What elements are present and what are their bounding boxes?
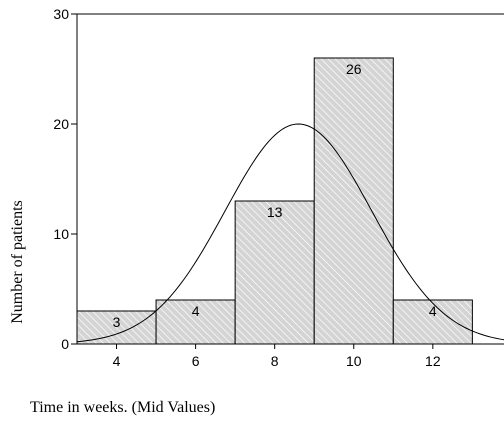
x-axis-title: Time in weeks. (Mid Values) <box>30 399 215 416</box>
bar-label-6: 4 <box>192 303 200 319</box>
normal-curve <box>76 123 504 343</box>
y-tick-label-0: 0 <box>61 336 69 352</box>
y-axis-title: Number of patients <box>9 200 26 324</box>
bar-label-10: 26 <box>346 61 362 77</box>
bar-6 <box>155 299 236 345</box>
y-tick-label-30: 30 <box>53 6 69 22</box>
bar-label-4: 3 <box>113 314 121 330</box>
y-tick-label-10: 10 <box>53 226 69 242</box>
y-tick-label-20: 20 <box>53 116 69 132</box>
x-tick-label-4: 4 <box>113 353 121 369</box>
normal-curve-layer <box>76 123 504 343</box>
x-tick-label-6: 6 <box>192 353 200 369</box>
x-tick-label-8: 8 <box>271 353 279 369</box>
x-tick-label-12: 12 <box>425 353 441 369</box>
bar-10 <box>313 57 394 345</box>
bar-label-12: 4 <box>429 303 437 319</box>
x-tick-label-10: 10 <box>346 353 362 369</box>
bar-4 <box>76 310 157 345</box>
bar-labels: 3 4 13 26 4 <box>113 61 437 330</box>
bar-8 <box>234 200 315 345</box>
bar-label-8: 13 <box>267 204 283 220</box>
axes: 0 10 20 30 4 6 8 10 12 <box>53 6 504 369</box>
bar-12 <box>392 299 473 345</box>
bars <box>76 57 473 345</box>
